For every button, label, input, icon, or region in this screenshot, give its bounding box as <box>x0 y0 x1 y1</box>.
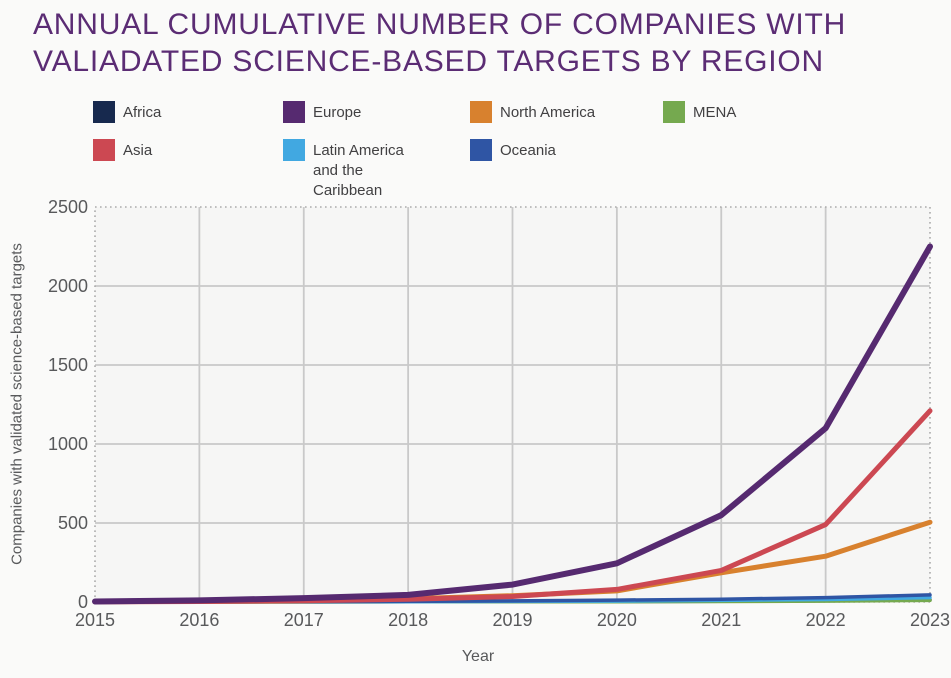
x-tick-label-2015: 2015 <box>74 610 116 630</box>
legend-item-europe: Europe <box>283 101 361 123</box>
legend-label-north-america: North America <box>500 104 596 121</box>
legend-label-mena: MENA <box>693 104 737 121</box>
legend-swatch-oceania <box>470 139 492 161</box>
figure-title: ANNUAL CUMULATIVE NUMBER OF COMPANIES WI… <box>33 6 846 80</box>
legend-label-europe: Europe <box>313 104 362 121</box>
x-tick-label-2023: 2023 <box>909 610 951 630</box>
legend-item-asia: Asia <box>93 139 152 161</box>
legend-swatch-asia <box>93 139 115 161</box>
series-line-europe <box>92 243 933 605</box>
y-tick-label-500: 500 <box>57 513 88 533</box>
legend-item-africa: Africa <box>93 101 161 123</box>
legend-item-latin-america-and-the-caribbean: Latin America and the Caribbean <box>283 139 433 201</box>
y-tick-label-2000: 2000 <box>47 276 88 296</box>
legend-label-latin-america-and-the-caribbean: Latin America and the Caribbean <box>313 142 404 199</box>
figure-title-line2: VALIADATED SCIENCE-BASED TARGETS BY REGI… <box>33 45 824 78</box>
x-tick-label-2016: 2016 <box>179 610 220 630</box>
figure-title-line1: ANNUAL CUMULATIVE NUMBER OF COMPANIES WI… <box>33 8 847 41</box>
x-tick-label-2017: 2017 <box>283 610 324 630</box>
legend-swatch-mena <box>663 101 685 123</box>
chart-canvas <box>92 206 933 605</box>
legend-swatch-latin-america-and-the-caribbean <box>283 139 305 161</box>
legend-swatch-africa <box>93 101 115 123</box>
x-tick-label-2022: 2022 <box>805 610 846 630</box>
legend-item-mena: MENA <box>663 101 736 123</box>
legend-label-africa: Africa <box>123 104 162 121</box>
legend-item-north-america: North America <box>470 101 595 123</box>
y-tick-label-1500: 1500 <box>47 355 88 375</box>
legend-swatch-north-america <box>470 101 492 123</box>
x-tick-label-2019: 2019 <box>492 610 533 630</box>
legend-label-oceania: Oceania <box>500 142 556 159</box>
y-tick-label-0: 0 <box>77 592 88 612</box>
x-axis-label: Year <box>461 648 495 665</box>
x-tick-label-2020: 2020 <box>596 610 637 630</box>
legend-swatch-europe <box>283 101 305 123</box>
y-tick-label-1000: 1000 <box>47 434 88 454</box>
y-axis-label: Companies with validated science-based t… <box>8 243 26 565</box>
x-tick-label-2021: 2021 <box>701 610 742 630</box>
y-tick-label-2500: 2500 <box>47 197 88 217</box>
legend-label-asia: Asia <box>123 142 153 159</box>
legend-item-oceania: Oceania <box>470 139 556 161</box>
x-tick-label-2018: 2018 <box>388 610 429 630</box>
